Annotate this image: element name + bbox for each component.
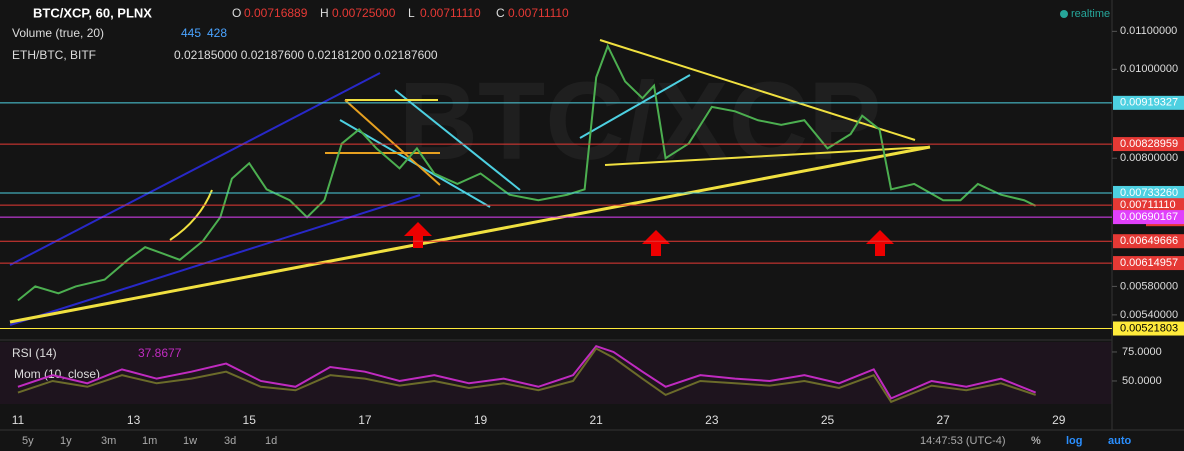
volume-title: Volume (true, 20) (12, 26, 104, 40)
ohlc-key: C (496, 6, 505, 20)
price-label: 0.00614957 (1120, 257, 1178, 269)
price-label-box (1113, 185, 1184, 200)
range-button[interactable]: 5y (22, 435, 34, 447)
x-tick-label: 25 (821, 413, 835, 427)
status-dot (1060, 10, 1068, 18)
price-label: 0.00711110 (1120, 199, 1176, 211)
series-line (17, 43, 1037, 302)
trend-lines (9, 39, 931, 326)
x-tick-label: 17 (358, 413, 372, 427)
rsi-value: 37.8677 (138, 346, 182, 360)
option-button[interactable]: auto (1108, 435, 1132, 447)
y-tick-label: 0.00540000 (1120, 309, 1178, 321)
price-label: 0.00690167 (1120, 211, 1178, 223)
compare-values: 0.02185000 0.02187600 0.02181200 0.02187… (174, 48, 438, 62)
x-tick-label: 13 (127, 413, 141, 427)
series-line (17, 345, 1037, 400)
price-label: 0.00733260 (1120, 187, 1178, 199)
price-label-box (1113, 95, 1184, 110)
price-label-box (1113, 198, 1184, 213)
clock: 14:47:53 (UTC-4) (920, 435, 1006, 447)
x-tick-label: 19 (474, 413, 488, 427)
option-button[interactable]: % (1031, 435, 1041, 447)
range-button[interactable]: 3d (224, 435, 236, 447)
price-label: 0.00649666 (1120, 235, 1178, 247)
ohlc-key: L (408, 6, 415, 20)
y-tick-label: 0.00580000 (1120, 280, 1178, 292)
range-button[interactable]: 1y (60, 435, 72, 447)
option-button[interactable]: log (1066, 435, 1083, 447)
status: realtime (1071, 8, 1110, 20)
y-tick-label: 0.00800000 (1120, 152, 1178, 164)
ohlc-value: 0.00725000 (332, 6, 396, 20)
volume-value: 428 (207, 26, 227, 40)
rsi-tick-label: 50.0000 (1122, 375, 1162, 387)
ohlc-value: 0.00716889 (244, 6, 308, 20)
x-tick-label: 29 (1052, 413, 1066, 427)
y-tick-label: 0.01000000 (1120, 63, 1178, 75)
ohlc-key: O (232, 6, 241, 20)
y-tick-label: 0.01100000 (1120, 25, 1177, 37)
arrows (404, 222, 894, 256)
ohlc-value: 0.00711110 (508, 6, 569, 20)
price-label: 0.00521803 (1120, 322, 1178, 334)
x-tick-label: 15 (243, 413, 257, 427)
compare-title: ETH/BTC, BITF (12, 48, 96, 62)
price-label: 0.00828959 (1120, 138, 1178, 150)
price-label-box (1113, 321, 1184, 336)
range-button[interactable]: 1d (265, 435, 277, 447)
price-label-box (1113, 137, 1184, 152)
range-button[interactable]: 1m (142, 435, 157, 447)
price-label-box (1113, 210, 1184, 225)
range-button[interactable]: 1w (183, 435, 197, 447)
x-tick-label: 21 (590, 413, 604, 427)
mom-title: Mom (10, close) (14, 367, 100, 381)
symbol: BTC/XCP, 60, PLNX (33, 5, 152, 20)
x-tick-label: 23 (705, 413, 719, 427)
x-tick-label: 27 (936, 413, 950, 427)
x-tick-label: 11 (12, 413, 25, 427)
price-label: 0.00919327 (1120, 97, 1178, 109)
ohlc-value: 0.00711110 (420, 6, 481, 20)
ohlc-key: H (320, 6, 329, 20)
price-label-box (1113, 234, 1184, 249)
price-label-box (1113, 256, 1184, 271)
volume-value: 445 (181, 26, 201, 40)
rsi-title: RSI (14) (12, 346, 57, 360)
range-button[interactable]: 3m (101, 435, 116, 447)
series-line (17, 347, 1036, 404)
rsi-tick-label: 75.0000 (1122, 346, 1162, 358)
watermark: BTC/XCP (399, 60, 882, 183)
